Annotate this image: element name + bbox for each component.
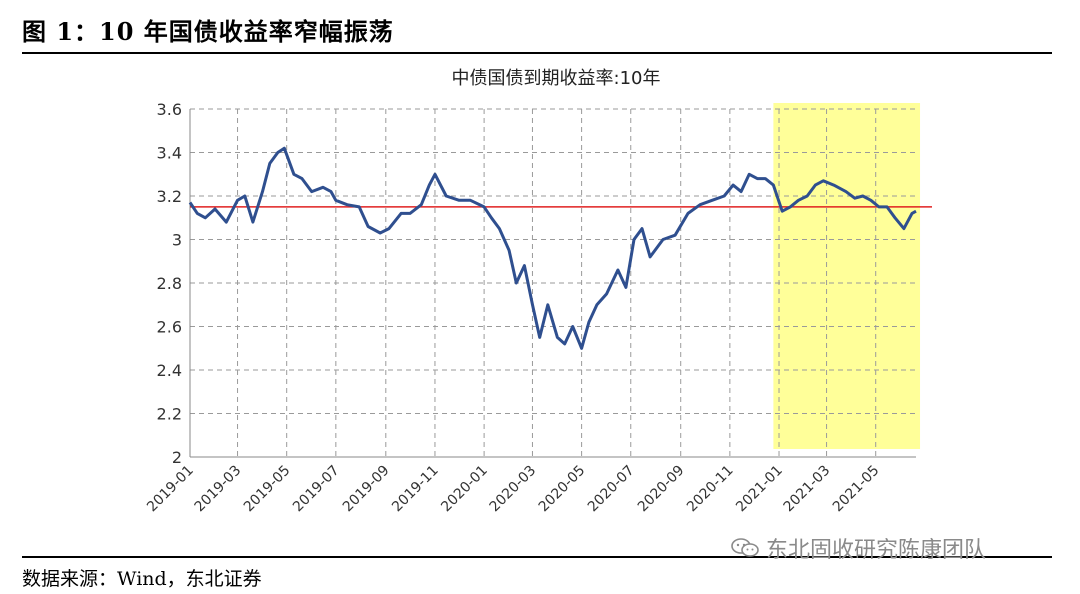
x-tick-label: 2021-05 — [830, 463, 883, 516]
x-tick-label: 2020-07 — [585, 463, 638, 516]
x-tick-label: 2020-01 — [438, 463, 491, 516]
y-tick-label: 3.2 — [157, 187, 182, 206]
x-tick-label: 2019-05 — [241, 463, 294, 516]
x-tick-labels: 2019-012019-032019-052019-072019-092019-… — [144, 463, 882, 516]
y-tick-labels: 2 2.2 2.4 2.6 2.8 3 3.2 3.4 3.6 — [157, 100, 182, 467]
x-tick-label: 2019-03 — [192, 463, 245, 516]
y-tick-label: 2.8 — [157, 274, 182, 293]
x-tick-label: 2020-05 — [536, 463, 589, 516]
x-tick-label: 2020-11 — [684, 463, 737, 516]
x-tick-label: 2019-01 — [144, 463, 197, 516]
x-tick-label: 2020-09 — [635, 463, 688, 516]
x-tick-label: 2020-03 — [487, 463, 540, 516]
y-tick-label: 2.2 — [157, 405, 182, 424]
wechat-icon — [730, 537, 760, 559]
x-tick-label: 2019-11 — [389, 463, 442, 516]
axes — [189, 109, 916, 458]
watermark: 东北固收研究陈康团队 — [730, 532, 986, 564]
x-tick-label: 2019-07 — [290, 463, 343, 516]
watermark-text: 东北固收研究陈康团队 — [766, 538, 987, 563]
y-tick-label: 3.4 — [157, 144, 182, 163]
source-note: 数据来源：Wind，东北证券 — [22, 568, 262, 590]
highlight-region — [773, 103, 921, 449]
figure-title: 图 1：10 年国债收益率窄幅振荡 — [22, 17, 394, 46]
y-tick-label: 3 — [172, 231, 182, 250]
x-tick-label: 2019-09 — [340, 463, 393, 516]
y-tick-label: 3.6 — [157, 100, 182, 119]
x-tick-label: 2021-01 — [733, 463, 786, 516]
y-tick-label: 2.6 — [157, 318, 182, 337]
bottom-rule — [22, 556, 1052, 558]
grid — [189, 108, 916, 457]
y-tick-label: 2 — [172, 448, 182, 467]
top-rule — [22, 52, 1052, 54]
x-tick-label: 2021-03 — [781, 463, 834, 516]
chart-title: 中债国债到期收益率:10年 — [452, 68, 661, 89]
series-line — [188, 146, 917, 350]
y-tick-label: 2.4 — [157, 361, 182, 380]
